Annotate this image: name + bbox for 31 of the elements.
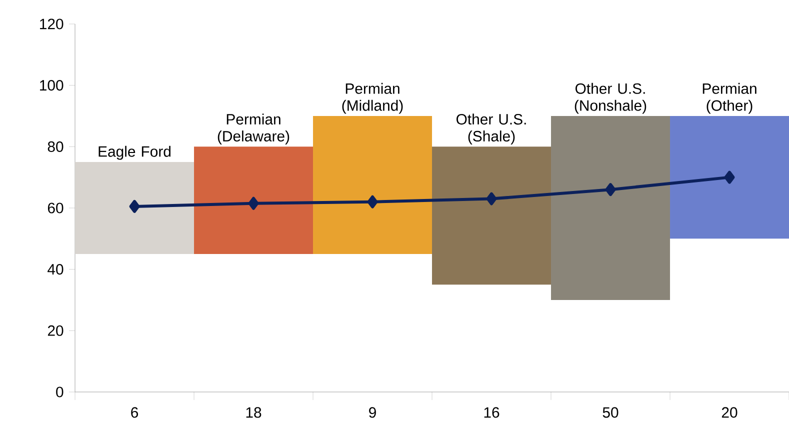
y-tick-label: 0 xyxy=(56,386,64,398)
annotation: Other U.S. (Shale) xyxy=(456,114,526,144)
x-tick-label: 20 xyxy=(722,407,738,418)
point xyxy=(248,196,259,210)
point xyxy=(605,183,616,196)
x-tick-label: 16 xyxy=(484,407,500,418)
x-tick-label: 18 xyxy=(246,407,262,418)
bar xyxy=(432,146,552,285)
point xyxy=(129,200,140,213)
bar xyxy=(75,162,194,254)
annotation: Eagle Ford xyxy=(98,146,170,160)
annotation: Permian (Other) xyxy=(702,82,756,114)
x-tick-label: 50 xyxy=(602,407,618,418)
annotation: Other U.S. (Nonshale) xyxy=(574,82,646,114)
annotation: Permian (Midland) xyxy=(342,82,403,114)
y-tick-label: 60 xyxy=(48,202,64,214)
point xyxy=(724,170,735,184)
x-tick-label: 9 xyxy=(369,407,376,418)
annotation: Permian (Delaware) xyxy=(218,114,290,144)
y-tick-label: 40 xyxy=(48,264,64,275)
y-tick-label: 120 xyxy=(40,18,64,30)
x-tick-label: 6 xyxy=(131,407,138,418)
bar xyxy=(551,116,670,300)
y-tick-label: 100 xyxy=(40,80,64,91)
bar xyxy=(313,116,432,254)
y-tick-label: 20 xyxy=(48,325,64,336)
point xyxy=(367,195,378,208)
bar xyxy=(194,146,314,254)
bar xyxy=(670,116,789,239)
point xyxy=(486,192,497,206)
y-tick-label: 80 xyxy=(48,141,64,152)
